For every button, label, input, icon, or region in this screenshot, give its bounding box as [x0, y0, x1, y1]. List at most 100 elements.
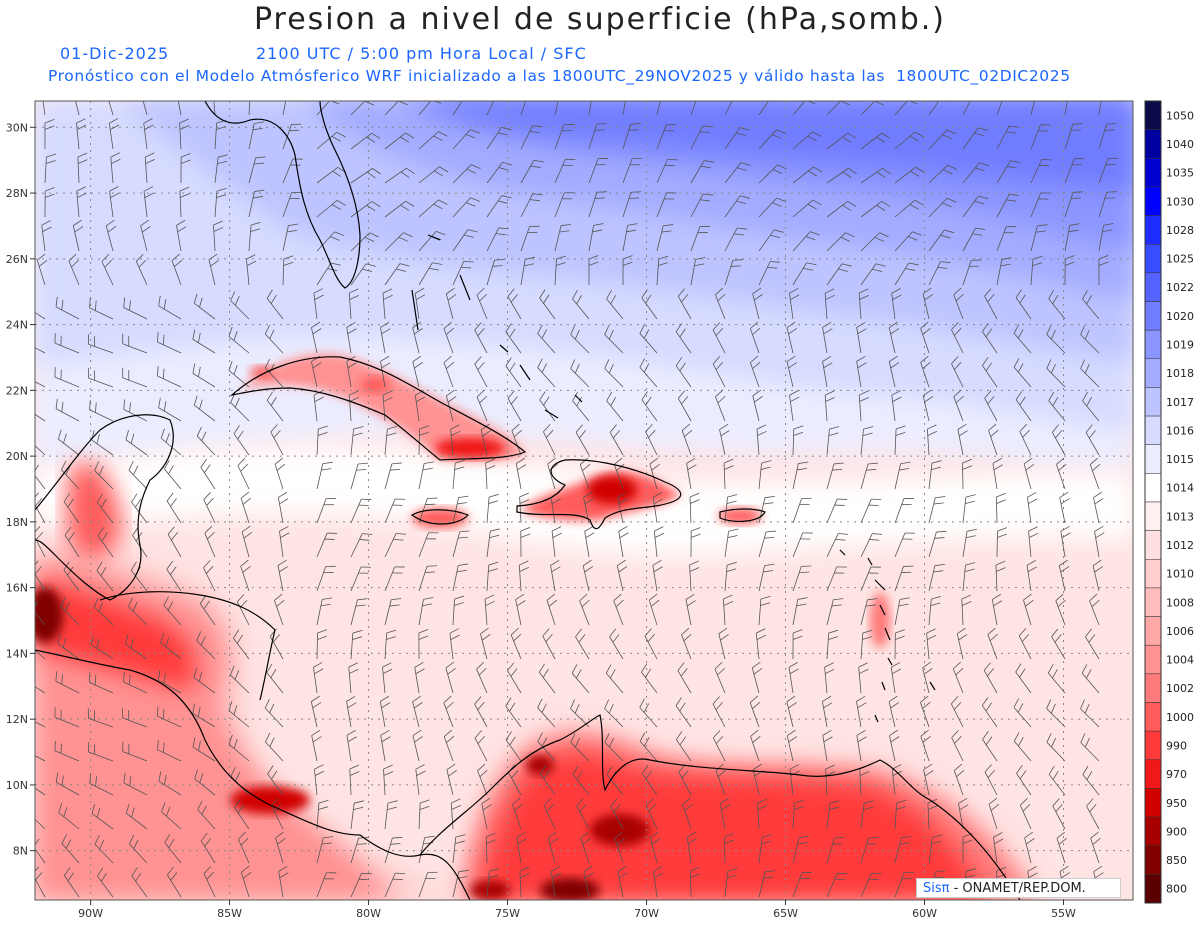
wind-barb — [486, 161, 513, 184]
wind-barb — [860, 101, 884, 116]
wind-barb — [758, 563, 775, 592]
colorbar-swatch — [1144, 158, 1162, 188]
wind-barb — [418, 629, 429, 660]
wind-barb — [987, 627, 998, 660]
wind-barb — [984, 390, 998, 422]
wind-barb — [996, 125, 1020, 150]
wind-barb — [128, 834, 148, 864]
wind-barb — [641, 391, 658, 422]
wind-barb — [652, 492, 664, 524]
colorbar-label: 1028 — [1166, 224, 1194, 237]
wind-barb — [510, 627, 522, 660]
wind-barb — [894, 597, 910, 626]
wind-barb — [1046, 325, 1066, 354]
wind-barb — [1015, 289, 1032, 320]
wind-barb — [452, 129, 480, 150]
wind-barb — [348, 390, 359, 422]
wind-barb — [516, 831, 527, 864]
wind-barb — [677, 662, 692, 694]
wind-barb — [350, 598, 368, 626]
wind-barb — [789, 288, 800, 320]
wind-barb — [752, 287, 763, 320]
wind-barb — [140, 219, 151, 252]
wind-barb — [248, 221, 261, 252]
wind-barb — [316, 532, 338, 558]
wind-barb — [311, 321, 322, 354]
wind-barb — [350, 263, 376, 286]
wind-barb — [446, 763, 457, 796]
wind-barb — [551, 526, 562, 558]
wind-barb — [383, 764, 394, 796]
wind-barb — [204, 525, 216, 558]
wind-barb — [476, 661, 488, 694]
wind-barb — [712, 730, 726, 762]
wind-barb — [604, 325, 624, 354]
wind-barb — [163, 596, 182, 626]
wind-barb — [1064, 255, 1075, 286]
wind-barb — [57, 429, 80, 456]
wind-barb — [689, 866, 700, 898]
wind-barb — [350, 800, 364, 830]
wind-barb — [571, 664, 590, 694]
colorbar-swatch — [1144, 272, 1162, 302]
wind-barb — [35, 833, 46, 864]
wind-barb — [724, 195, 750, 218]
wind-barb — [952, 661, 964, 694]
wind-barb — [860, 800, 874, 830]
wind-barb — [856, 695, 867, 728]
wind-barb — [826, 598, 844, 626]
wind-barb — [894, 166, 925, 184]
wind-barb — [1085, 628, 1100, 660]
wind-barb — [350, 566, 371, 592]
colorbar-label: 1017 — [1166, 396, 1194, 409]
wind-barb — [686, 457, 697, 490]
wind-barb — [1085, 424, 1100, 456]
wind-barb — [418, 131, 448, 150]
wind-barb — [675, 731, 692, 762]
wind-barb — [316, 799, 329, 830]
wind-barb — [176, 219, 187, 252]
wind-barb — [35, 381, 46, 388]
wind-barb — [193, 395, 216, 422]
wind-barb — [724, 162, 751, 184]
wind-barb — [143, 186, 154, 218]
wind-barb — [750, 729, 761, 762]
colorbar-swatch — [1144, 845, 1162, 875]
wind-barb — [792, 101, 816, 116]
wind-barb — [758, 495, 775, 524]
wind-barb — [158, 397, 182, 422]
wind-barb — [316, 231, 345, 252]
wind-barb — [826, 132, 857, 150]
colorbar-label: 1000 — [1166, 711, 1194, 724]
wind-barb — [87, 368, 114, 388]
wind-barb — [418, 597, 434, 626]
wind-barb — [988, 423, 999, 456]
wind-barb — [996, 527, 1008, 558]
wind-barb — [572, 391, 590, 422]
wind-barb — [1051, 628, 1066, 660]
colorbar-label: 800 — [1166, 883, 1187, 896]
wind-barb — [690, 125, 713, 150]
wind-barb — [384, 167, 415, 184]
wind-barb — [160, 428, 182, 456]
wind-barb — [200, 458, 216, 490]
wind-barb — [452, 101, 474, 116]
wind-barb — [604, 699, 624, 728]
wind-barb — [474, 696, 488, 728]
wind-barb — [382, 288, 393, 320]
colorbar-label: 1012 — [1166, 539, 1194, 552]
wind-barb — [57, 634, 80, 660]
wind-barb — [822, 729, 833, 762]
wind-barb — [520, 527, 531, 558]
lon-tick-label: 90W — [78, 907, 103, 920]
wind-barb — [639, 324, 658, 354]
wind-barb — [346, 695, 357, 728]
wind-barb — [758, 870, 776, 898]
latitude-axis: 30N 28N 26N 24N 22N 20N 18N 16N 14N 12N 10N 8N — [6, 121, 35, 858]
wind-barb — [652, 559, 663, 592]
wind-barb — [122, 741, 148, 762]
wind-barb — [1030, 124, 1051, 150]
wind-barb — [792, 532, 813, 558]
colorbar-swatch — [1144, 329, 1162, 360]
colorbar-label: 1018 — [1166, 367, 1194, 380]
